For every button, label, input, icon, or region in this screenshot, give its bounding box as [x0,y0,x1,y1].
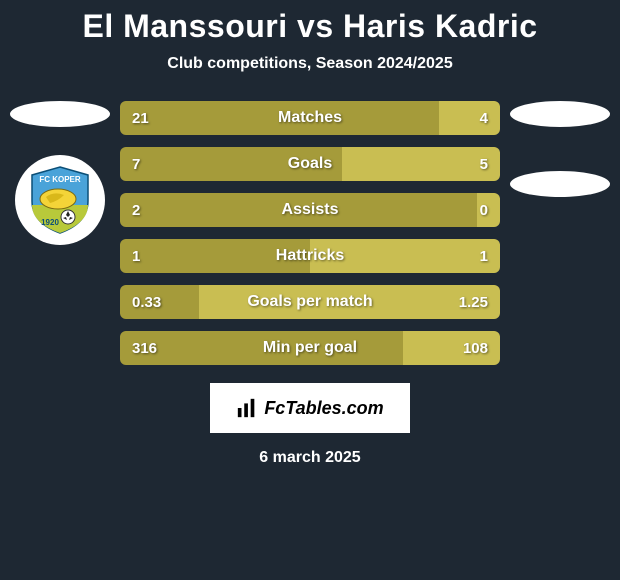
club-badge-left: FC KOPER 1920 [15,155,105,245]
date-text: 6 march 2025 [0,449,620,467]
stat-segment-right [403,331,500,365]
player-photo-placeholder [10,101,110,127]
page-title: El Manssouri vs Haris Kadric [0,8,620,45]
stat-segment-right [310,239,500,273]
stat-row: 21Matches4 [120,101,500,135]
left-player-column: FC KOPER 1920 [0,101,120,365]
stat-row: 316Min per goal108 [120,331,500,365]
stat-row: 2Assists0 [120,193,500,227]
right-player-column [500,101,620,365]
stat-segment-left [120,239,310,273]
stat-row: 1Hattricks1 [120,239,500,273]
club-name-text: FC KOPER [39,175,81,184]
stat-segment-left [120,193,477,227]
subtitle: Club competitions, Season 2024/2025 [0,55,620,73]
stat-segment-right [439,101,500,135]
stat-segment-left [120,285,199,319]
player-photo-placeholder [510,101,610,127]
brand-text: FcTables.com [264,398,383,419]
stat-segment-right [199,285,500,319]
stat-segment-left [120,101,439,135]
brand-badge: FcTables.com [210,383,410,433]
stat-segment-left [120,147,342,181]
stat-segment-left [120,331,403,365]
stats-bars: 21Matches4 7Goals5 2Assists0 1Hattricks1 0.3… [120,101,500,365]
shield-icon: FC KOPER 1920 [28,165,92,235]
stat-segment-right [477,193,500,227]
stat-segment-right [342,147,500,181]
club-badge-placeholder [510,171,610,197]
chart-icon [236,397,258,419]
stat-row: 7Goals5 [120,147,500,181]
club-year-text: 1920 [41,218,59,227]
comparison-area: FC KOPER 1920 21Matches4 7Goals5 2Assists0… [0,101,620,365]
stat-row: 0.33Goals per match1.25 [120,285,500,319]
